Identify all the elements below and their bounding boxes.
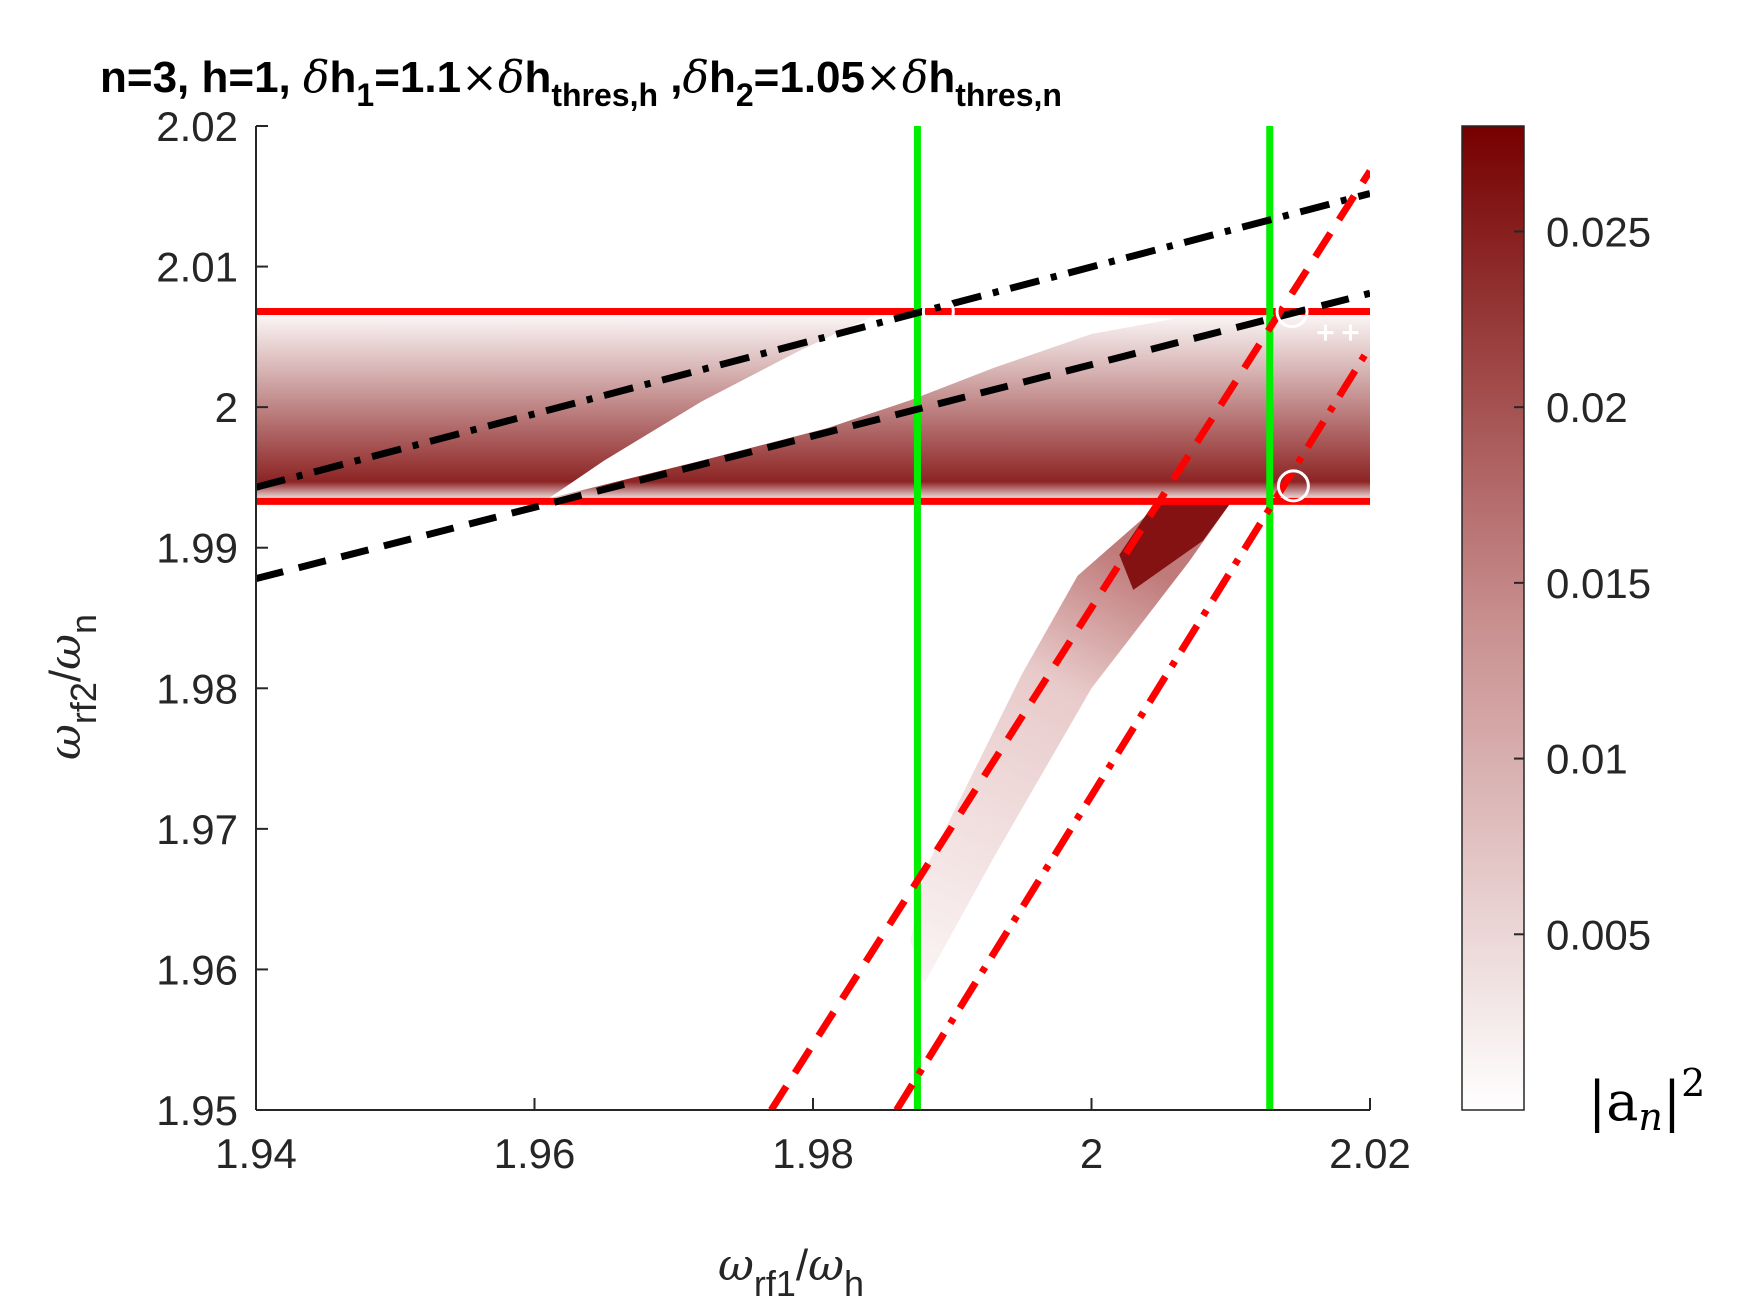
title-delta-4: δ [902, 52, 929, 103]
x-tick-label-1: 1.96 [494, 1130, 576, 1177]
marker-circle-0 [921, 295, 955, 329]
colorbar [1461, 125, 1525, 1111]
chart-title: n=3, h=1, δh1=1.1×δhthres,h ,δh2=1.05×δh… [100, 52, 1062, 113]
x-tick-label-2: 1.98 [772, 1130, 854, 1177]
y-tick-label-6: 2.01 [156, 244, 238, 291]
colorbar-tick-label-3: 0.02 [1546, 384, 1628, 431]
colorbar-label-open: |a [1588, 1070, 1638, 1133]
colorbar-tick-label-1: 0.01 [1546, 736, 1628, 783]
colorbar-label: |an|2 [1588, 1061, 1705, 1139]
marker-circle-1 [1275, 295, 1309, 329]
x-label-den-sub: h [844, 1263, 864, 1304]
colorbar-label-sup: 2 [1681, 1061, 1705, 1105]
colorbar-ticks: 0.005 0.01 0.015 0.02 0.025 [1514, 208, 1651, 958]
x-label-omega-2: ω [808, 1240, 844, 1291]
marker-plus-1 [1342, 324, 1359, 341]
colorbar-tick-label-2: 0.015 [1546, 560, 1651, 607]
colorbar-tick-label-4: 0.025 [1546, 208, 1651, 255]
title-thr-n-base: h [928, 53, 955, 102]
title-d1-eq: =1.1 [374, 53, 461, 102]
title-n: n=3, [100, 53, 202, 102]
y-tick-label-5: 2 [215, 384, 238, 431]
title-sep: , [658, 53, 682, 102]
line-segment-7 [893, 344, 1370, 1110]
title-delta-1: δ [303, 52, 330, 103]
line-segment-4 [256, 190, 1370, 491]
x-tick-label-0: 1.94 [215, 1130, 297, 1177]
title-d2-eq: =1.05 [754, 53, 865, 102]
y-tick-label-2: 1.97 [156, 806, 238, 853]
title-times-1: × [461, 52, 498, 103]
title-d2-sub: 2 [736, 77, 754, 113]
plot-area [256, 126, 1370, 1110]
colorbar-label-close: | [1663, 1070, 1681, 1133]
y-ticks: 1.95 1.96 1.97 1.98 1.99 2 2.01 2.02 [156, 103, 268, 1134]
title-d1-sub: 1 [356, 77, 374, 113]
title-delta-3: δ [682, 52, 709, 103]
x-tick-label-4: 2.02 [1329, 1130, 1411, 1177]
title-d2-prefix: h [709, 53, 736, 102]
y-axis-label: ωrf2/ωn [40, 614, 104, 760]
y-label-omega: ω [40, 724, 91, 760]
title-delta-2: δ [498, 52, 525, 103]
title-thr-n-sub: thres,n [955, 77, 1062, 113]
y-tick-label-1: 1.96 [156, 946, 238, 993]
title-thr-h-sub: thres,h [551, 77, 658, 113]
y-tick-label-3: 1.98 [156, 665, 238, 712]
x-tick-label-3: 2 [1080, 1130, 1103, 1177]
colorbar-label-sub: n [1638, 1095, 1662, 1139]
x-label-num-sub: rf1 [754, 1263, 796, 1304]
title-d1-prefix: h [330, 53, 357, 102]
marker-plus-0 [1317, 324, 1334, 341]
x-ticks: 1.94 1.96 1.98 2 2.02 [215, 1098, 1411, 1177]
y-label-num-sub: rf2 [63, 682, 104, 724]
x-label-omega: ω [718, 1240, 754, 1291]
heatmap-white-wedge [548, 311, 1175, 499]
y-label-slash: / [41, 669, 90, 682]
title-times-2: × [865, 52, 902, 103]
line-segment-6 [768, 169, 1370, 1110]
y-tick-label-4: 1.99 [156, 525, 238, 572]
x-axis-label: ωrf1/ωh [718, 1240, 864, 1304]
plot-layers [256, 311, 1370, 984]
colorbar-tick-label-0: 0.005 [1546, 911, 1651, 958]
y-label-omega-2: ω [40, 634, 91, 670]
heatmap-lower-peak [1119, 502, 1231, 590]
overlay-layers [256, 126, 1370, 1110]
y-tick-label-0: 1.95 [156, 1087, 238, 1134]
title-h: h=1, [202, 53, 304, 102]
x-label-slash: / [796, 1241, 809, 1290]
y-tick-label-7: 2.02 [156, 103, 238, 150]
title-thr-h-base: h [524, 53, 551, 102]
line-segment-5 [256, 289, 1370, 583]
y-label-den-sub: n [63, 614, 104, 634]
heatmap-lower-region [910, 502, 1231, 984]
marker-circle-2 [1276, 469, 1310, 503]
